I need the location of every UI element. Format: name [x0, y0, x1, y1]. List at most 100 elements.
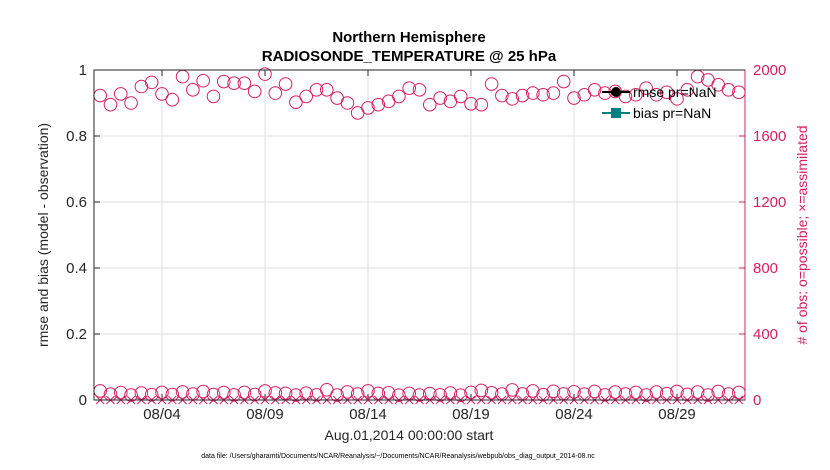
obs-possible-marker: [474, 97, 489, 112]
x-tick-labels: 08/04 08/09 08/14 08/19 08/24 08/29: [143, 406, 696, 423]
obs-possible-marker: [484, 77, 499, 91]
x-tick-label: 08/09: [246, 406, 284, 423]
y-right-tick-label: 0: [753, 392, 761, 409]
obs-possible-marker: [629, 385, 643, 400]
obs-possible-marker: [587, 384, 602, 399]
obs-possible-marker: [216, 74, 231, 89]
y-right-axis-label: # of obs: o=possible; ×=assimilated: [794, 125, 810, 344]
obs-possible-marker: [515, 88, 530, 103]
x-tick-label: 08/19: [452, 406, 490, 423]
obs-possible-marker: [495, 88, 509, 103]
obs-possible-marker: [144, 75, 159, 90]
obs-possible-marker: [134, 79, 149, 94]
obs-possible-marker: [268, 86, 283, 100]
obs-possible-marker: [433, 91, 447, 105]
obs-possible-marker: [330, 388, 344, 402]
y-left-tick-label: 0: [79, 392, 87, 409]
obs-possible-marker: [649, 87, 664, 102]
obs-possible-marker: [618, 89, 633, 104]
y-right-tick-labels: 0 400 800 1200 1600 2000: [753, 62, 786, 409]
obs-possible-marker: [453, 89, 468, 104]
obs-possible-marker: [526, 384, 540, 398]
obs-possible-marker: [196, 384, 210, 399]
obs-possible-marker: [474, 383, 489, 398]
obs-possible-marker: [206, 89, 221, 104]
obs-possible-marker: [629, 87, 643, 102]
data-markers: [93, 67, 746, 405]
y-left-axis-label: rmse and bias (model - observation): [35, 123, 51, 347]
obs-possible-marker: [289, 95, 303, 109]
y-right-tick-label: 400: [753, 326, 778, 343]
y-left-tick-label: 1: [79, 62, 87, 79]
legend: rmse pr=NaN bias pr=NaN: [602, 84, 717, 121]
obs-possible-marker: [412, 83, 427, 97]
legend-bias-label: bias pr=NaN: [633, 105, 711, 121]
obs-possible-marker: [278, 77, 293, 91]
obs-possible-marker: [536, 387, 550, 402]
plot-area: [94, 70, 745, 400]
x-axis-label: Aug.01,2014 00:00:00 start: [325, 427, 494, 443]
obs-possible-marker: [196, 73, 210, 88]
obs-possible-marker: [701, 388, 715, 402]
y-left-tick-label: 0.6: [66, 194, 87, 211]
legend-bias-marker: [611, 108, 621, 118]
obs-possible-marker: [247, 84, 262, 99]
obs-possible-marker: [371, 97, 386, 112]
obs-possible-marker: [680, 83, 695, 97]
obs-possible-marker: [392, 388, 406, 403]
y-left-tick-label: 0.2: [66, 326, 87, 343]
obs-possible-marker: [144, 387, 159, 402]
obs-possible-marker: [608, 385, 623, 399]
obs-possible-marker: [206, 387, 221, 402]
obs-possible-marker: [711, 384, 726, 399]
y-right-tick-label: 1200: [753, 194, 786, 211]
obs-possible-marker: [340, 96, 355, 110]
obs-possible-marker: [258, 384, 272, 398]
obs-possible-marker: [505, 383, 520, 397]
chart-subtitle: RADIOSONDE_TEMPERATURE @ 25 hPa: [262, 48, 557, 65]
grid-lines: [94, 70, 745, 400]
obs-possible-marker: [381, 385, 396, 400]
obs-possible-marker: [659, 85, 674, 100]
obs-possible-marker: [186, 83, 200, 97]
obs-possible-marker: [464, 97, 478, 111]
obs-possible-marker: [505, 92, 520, 106]
obs-possible-marker: [113, 385, 128, 400]
y-right-tick-label: 1600: [753, 128, 786, 145]
obs-possible-marker: [155, 385, 169, 400]
obs-possible-marker: [721, 83, 736, 97]
obs-possible-marker: [556, 74, 571, 89]
obs-possible-marker: [546, 86, 561, 100]
obs-possible-marker: [536, 87, 550, 102]
legend-rmse-label: rmse pr=NaN: [633, 84, 717, 100]
obs-possible-marker: [289, 388, 303, 402]
obs-possible-marker: [165, 387, 180, 402]
obs-possible-marker: [268, 386, 283, 400]
obs-possible-marker: [175, 385, 190, 399]
obs-possible-marker: [526, 86, 540, 100]
obs-possible-marker: [103, 97, 118, 112]
obs-possible-marker: [361, 101, 375, 115]
obs-possible-marker: [258, 67, 272, 81]
obs-possible-marker: [227, 388, 241, 402]
obs-possible-marker: [124, 388, 138, 402]
obs-possible-marker: [361, 384, 375, 398]
obs-possible-marker: [670, 92, 684, 106]
obs-possible-marker: [567, 91, 581, 105]
obs-possible-marker: [598, 388, 612, 402]
legend-rmse-marker: [611, 87, 621, 97]
obs-possible-marker: [433, 388, 447, 402]
obs-possible-marker: [639, 388, 653, 402]
obs-possible-marker: [392, 89, 406, 104]
obs-possible-marker: [453, 388, 468, 403]
obs-possible-marker: [649, 385, 664, 399]
obs-possible-marker: [124, 96, 138, 110]
obs-possible-marker: [340, 385, 355, 399]
data-file-footer: data file: /Users/gharamti/Documents/NCA…: [201, 453, 595, 460]
obs-possible-marker: [690, 385, 705, 399]
obs-possible-marker: [155, 87, 169, 101]
x-tick-label: 08/14: [349, 406, 387, 423]
obs-possible-marker: [299, 89, 313, 104]
obs-possible-marker: [237, 76, 252, 90]
obs-possible-marker: [546, 384, 561, 399]
